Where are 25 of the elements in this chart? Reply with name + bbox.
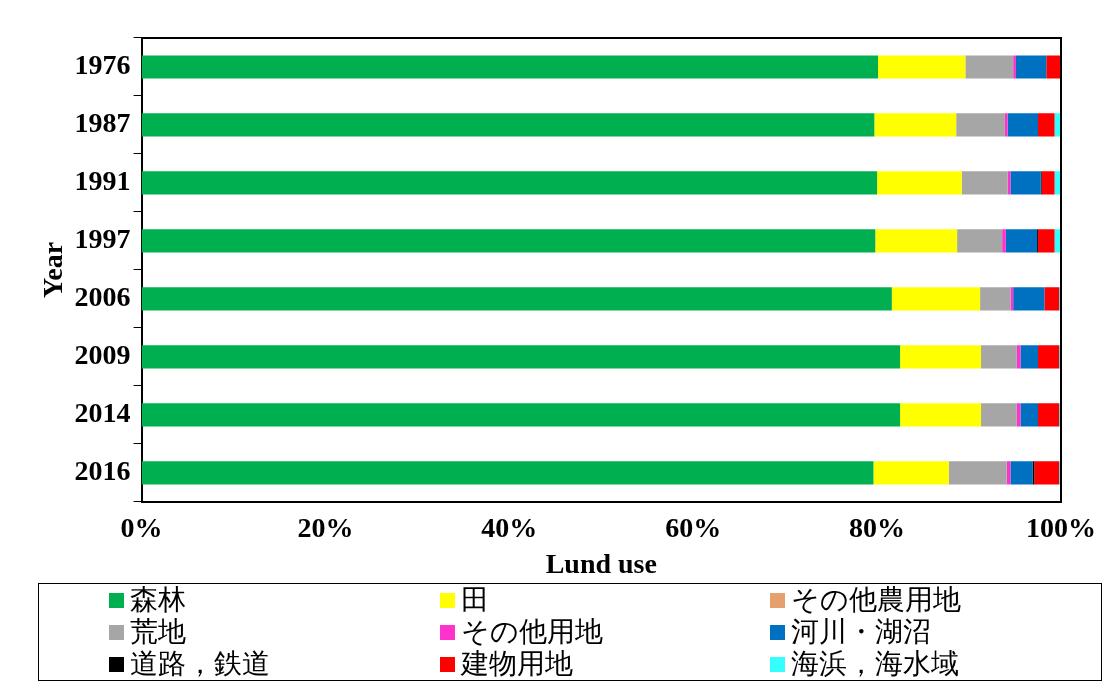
x-tick-label: 0% (120, 511, 163, 543)
y-tick-label: 2016 (74, 455, 131, 487)
y-tick-label: 1991 (74, 165, 131, 197)
y-tick-label: 1997 (74, 223, 131, 255)
y-tick-label: 2006 (74, 281, 131, 313)
x-tick-label: 100% (1026, 511, 1096, 543)
legend-label: その他用地 (460, 616, 603, 648)
x-axis-title: Lund use (545, 548, 657, 580)
y-tick-label: 1976 (74, 49, 131, 81)
legend-label: 田 (460, 584, 489, 616)
x-tick-label: 80% (849, 511, 906, 543)
x-tick-label: 60% (665, 511, 722, 543)
y-tick-label: 2014 (74, 397, 131, 429)
legend-label: 道路，鉄道 (130, 648, 270, 680)
y-axis-title: Year (37, 241, 69, 298)
legend-label: 海浜，海水域 (791, 648, 960, 680)
y-tick-label: 1987 (74, 107, 131, 139)
legend-label: 建物用地 (460, 648, 573, 680)
legend-label: 荒地 (130, 616, 186, 648)
x-tick-label: 20% (297, 511, 354, 543)
legend-label: 河川・湖沼 (791, 616, 932, 648)
legend-label: 森林 (130, 584, 186, 616)
legend-label: その他農用地 (791, 584, 962, 616)
y-tick-label: 2009 (74, 339, 131, 371)
x-tick-label: 40% (481, 511, 538, 543)
